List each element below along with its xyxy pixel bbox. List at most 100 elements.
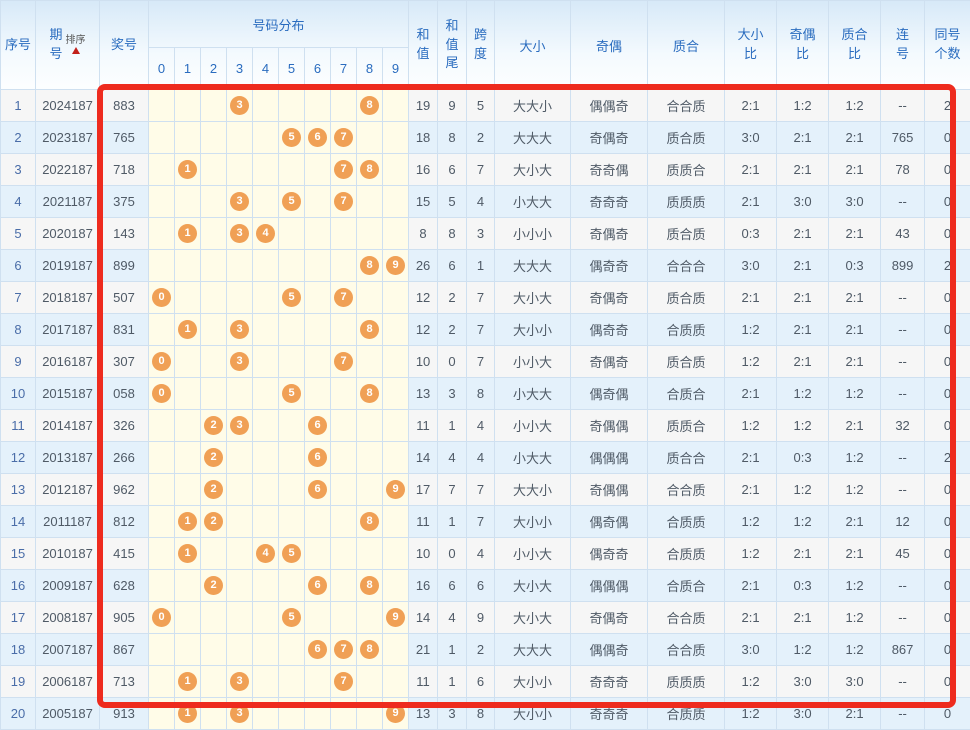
number-ball: 3	[230, 352, 249, 371]
cell-sum: 21	[409, 634, 438, 666]
cell-seq: 17	[1, 602, 36, 634]
cell-sum-tail: 4	[438, 602, 467, 634]
cell-sum: 12	[409, 314, 438, 346]
cell-digit-1	[175, 250, 201, 282]
cell-sum: 10	[409, 538, 438, 570]
cell-sum: 12	[409, 282, 438, 314]
cell-digit-7: 7	[331, 122, 357, 154]
cell-digit-3: 3	[227, 186, 253, 218]
cell-digit-0: 0	[149, 346, 175, 378]
cell-prime-ratio: 1:2	[829, 602, 881, 634]
cell-digit-5	[279, 506, 305, 538]
cell-parity-ratio: 2:1	[777, 122, 829, 154]
cell-same-count: 0	[925, 314, 970, 346]
number-ball: 2	[204, 416, 223, 435]
col-header-prime: 质合	[648, 1, 725, 90]
cell-size-ratio: 2:1	[725, 154, 777, 186]
cell-prime: 合合质	[648, 602, 725, 634]
sort-label: 排序	[66, 36, 86, 46]
cell-size-ratio: 1:2	[725, 314, 777, 346]
cell-digit-9	[383, 90, 409, 122]
cell-parity-ratio: 0:3	[777, 442, 829, 474]
number-ball: 6	[308, 416, 327, 435]
cell-sum-tail: 6	[438, 570, 467, 602]
cell-digit-3	[227, 474, 253, 506]
cell-digit-0	[149, 666, 175, 698]
cell-digit-5: 5	[279, 186, 305, 218]
cell-period: 2021187	[36, 186, 100, 218]
cell-period: 2016187	[36, 346, 100, 378]
cell-digit-7	[331, 602, 357, 634]
cell-digit-3	[227, 634, 253, 666]
cell-size-ratio: 3:0	[725, 634, 777, 666]
cell-same-count: 2	[925, 90, 970, 122]
page: 序号 期 号 排序 奖号 号码分布 和 值 和 值 尾 跨 度 大小 奇偶	[0, 0, 970, 714]
cell-prize: 058	[100, 378, 149, 410]
cell-seq: 11	[1, 410, 36, 442]
cell-consecutive: --	[881, 474, 925, 506]
cell-digit-5	[279, 346, 305, 378]
cell-seq: 13	[1, 474, 36, 506]
cell-prime-ratio: 2:1	[829, 314, 881, 346]
cell-seq: 9	[1, 346, 36, 378]
cell-prime: 合合质	[648, 474, 725, 506]
cell-prime: 质合质	[648, 282, 725, 314]
cell-prize: 962	[100, 474, 149, 506]
cell-prize: 307	[100, 346, 149, 378]
cell-digit-4: 4	[253, 538, 279, 570]
cell-parity: 奇偶奇	[571, 282, 648, 314]
col-header-digit-2: 2	[201, 48, 227, 90]
cell-prize: 831	[100, 314, 149, 346]
cell-prime-ratio: 2:1	[829, 122, 881, 154]
cell-digit-0	[149, 186, 175, 218]
cell-prime-ratio: 2:1	[829, 538, 881, 570]
cell-parity: 奇奇奇	[571, 666, 648, 698]
cell-sum-tail: 8	[438, 218, 467, 250]
number-ball: 8	[360, 384, 379, 403]
table-row: 10 2015187 058 0 5 8 13 3 8 小大大 偶奇偶 合质合 …	[1, 378, 970, 410]
cell-consecutive: --	[881, 314, 925, 346]
cell-digit-9	[383, 570, 409, 602]
cell-parity: 奇奇偶	[571, 154, 648, 186]
cell-seq: 6	[1, 250, 36, 282]
cell-digit-0	[149, 314, 175, 346]
cell-prime-ratio: 2:1	[829, 410, 881, 442]
cell-digit-8	[357, 442, 383, 474]
cell-size-ratio: 1:2	[725, 506, 777, 538]
cell-span: 3	[467, 218, 495, 250]
col-header-digit-5: 5	[279, 48, 305, 90]
cell-sum: 15	[409, 186, 438, 218]
cell-parity-ratio: 2:1	[777, 538, 829, 570]
cell-consecutive: 78	[881, 154, 925, 186]
cell-digit-0	[149, 218, 175, 250]
col-header-digit-4: 4	[253, 48, 279, 90]
cell-digit-9: 9	[383, 602, 409, 634]
cell-period: 2012187	[36, 474, 100, 506]
table-row: 14 2011187 812 1 2 8 11 1 7 大小小 偶奇偶 合质质 …	[1, 506, 970, 538]
cell-prime-ratio: 1:2	[829, 474, 881, 506]
col-header-span: 跨 度	[467, 1, 495, 90]
col-header-parity-label: 奇偶	[596, 39, 622, 54]
cell-digit-1: 1	[175, 538, 201, 570]
cell-digit-6	[305, 90, 331, 122]
sort-button[interactable]: 排序	[66, 36, 86, 54]
cell-digit-6	[305, 218, 331, 250]
cell-size: 小大大	[495, 378, 571, 410]
cell-digit-9	[383, 506, 409, 538]
col-header-digit-0: 0	[149, 48, 175, 90]
cell-digit-7	[331, 474, 357, 506]
cell-parity-ratio: 1:2	[777, 410, 829, 442]
cell-digit-7: 7	[331, 634, 357, 666]
cell-size: 大大小	[495, 474, 571, 506]
number-ball: 2	[204, 576, 223, 595]
cell-parity-ratio: 3:0	[777, 666, 829, 698]
cell-digit-5: 5	[279, 602, 305, 634]
cell-period: 2011187	[36, 506, 100, 538]
cell-digit-2	[201, 378, 227, 410]
cell-digit-4	[253, 154, 279, 186]
cell-prime: 合质合	[648, 570, 725, 602]
cell-sum-tail: 1	[438, 410, 467, 442]
cell-digit-9	[383, 218, 409, 250]
number-ball: 3	[230, 224, 249, 243]
cell-sum-tail: 8	[438, 122, 467, 154]
